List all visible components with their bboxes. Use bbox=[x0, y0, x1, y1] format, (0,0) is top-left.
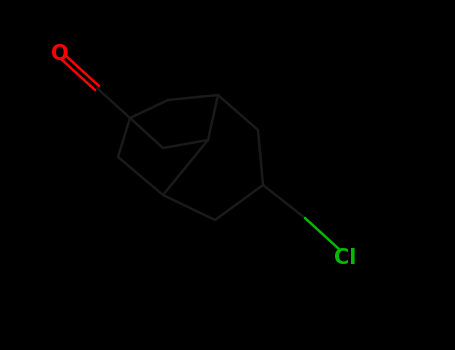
Text: O: O bbox=[51, 44, 69, 64]
Text: Cl: Cl bbox=[334, 248, 356, 268]
